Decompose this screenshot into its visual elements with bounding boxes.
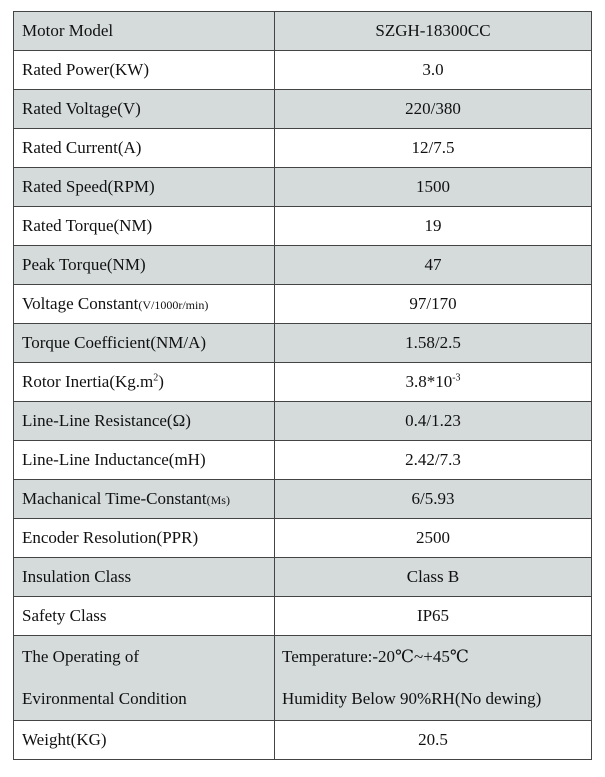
value-text: SZGH-18300CC [375,21,491,40]
spec-label: Peak Torque(NM) [13,245,275,285]
value-text: 47 [424,255,442,274]
spec-row: Rotor Inertia(Kg.m2) 3.8*10-3 [13,362,592,402]
spec-value: Class B [274,557,592,597]
label-unit: (Ms) [206,493,230,507]
spec-value: IP65 [274,596,592,636]
temperature-text: Temperature:-20℃~+45℃ [282,647,469,666]
spec-value: 220/380 [274,89,592,129]
spec-value: 1.58/2.5 [274,323,592,363]
spec-row: Rated Current(A) 12/7.5 [13,128,592,168]
spec-row: Line-Line Resistance(Ω) 0.4/1.23 [13,401,592,441]
value-text: 2.42/7.3 [405,450,461,469]
spec-label: Machanical Time-Constant(Ms) [13,479,275,519]
value-superscript: -3 [452,372,461,384]
value-text: 3.0 [422,60,444,79]
value-text: 1500 [416,177,450,196]
spec-row: Motor Model SZGH-18300CC [13,11,592,51]
weight-row: Weight(KG) 20.5 [13,720,592,760]
spec-value: SZGH-18300CC [274,11,592,51]
label-line: The Operating of [22,647,140,666]
value-text: IP65 [416,606,450,625]
value-text: Class B [406,567,460,586]
spec-value: 12/7.5 [274,128,592,168]
spec-row: Insulation Class Class B [13,557,592,597]
humidity-text: Humidity Below 90%RH(No dewing) [282,689,542,708]
label-text: Rated Speed(RPM) [22,177,155,196]
label-text: Rated Current(A) [22,138,142,157]
environment-row: The Operating of Evironmental Condition Te… [13,635,592,721]
spec-label: Weight(KG) [13,720,275,760]
spec-value: 97/170 [274,284,592,324]
spec-row: Peak Torque(NM) 47 [13,245,592,285]
spec-label: Rated Power(KW) [13,50,275,90]
value-text: 97/170 [409,294,457,313]
spec-label: Rated Speed(RPM) [13,167,275,207]
label-unit: (V/1000r/min) [138,298,209,312]
spec-label: Rated Voltage(V) [13,89,275,129]
spec-value: 20.5 [274,720,592,760]
value-text: 19 [424,216,442,235]
environment-label: The Operating of Evironmental Condition [13,635,275,721]
spec-row: Rated Power(KW) 3.0 [13,50,592,90]
value-text: 6/5.93 [411,489,455,508]
spec-row: Rated Speed(RPM) 1500 [13,167,592,207]
spec-value: 19 [274,206,592,246]
spec-value: 0.4/1.23 [274,401,592,441]
spec-row: Encoder Resolution(PPR) 2500 [13,518,592,558]
spec-label: Encoder Resolution(PPR) [13,518,275,558]
spec-value: 3.8*10-3 [274,362,592,402]
label-text: Insulation Class [22,567,132,586]
label-text: Encoder Resolution(PPR) [22,528,199,547]
spec-label: Motor Model [13,11,275,51]
spec-value: 2500 [274,518,592,558]
motor-spec-table: Motor Model SZGH-18300CC Rated Power(KW) 3.… [13,11,592,760]
label-text: Rated Power(KW) [22,60,149,79]
label-text: Voltage Constant [22,294,139,313]
spec-label: Torque Coefficient(NM/A) [13,323,275,363]
spec-value: 6/5.93 [274,479,592,519]
label-text: Safety Class [22,606,107,625]
spec-label: Line-Line Resistance(Ω) [13,401,275,441]
value-text: 3.8*10 [405,372,453,391]
spec-row: Voltage Constant(V/1000r/min) 97/170 [13,284,592,324]
spec-label: Rated Current(A) [13,128,275,168]
spec-label: Rated Torque(NM) [13,206,275,246]
value-text: 12/7.5 [411,138,455,157]
label-text: Line-Line Inductance(mH) [22,450,206,469]
spec-row: Machanical Time-Constant(Ms) 6/5.93 [13,479,592,519]
spec-label: Line-Line Inductance(mH) [13,440,275,480]
label-text: Rotor Inertia(Kg.m [22,372,154,391]
label-text: Torque Coefficient(NM/A) [22,333,207,352]
spec-row: Line-Line Inductance(mH) 2.42/7.3 [13,440,592,480]
spec-row: Torque Coefficient(NM/A) 1.58/2.5 [13,323,592,363]
spec-row: Safety Class IP65 [13,596,592,636]
label-text: Machanical Time-Constant [22,489,207,508]
spec-label: Safety Class [13,596,275,636]
label-superscript: 2 [153,372,159,384]
value-text: 0.4/1.23 [405,411,461,430]
spec-label: Rotor Inertia(Kg.m2) [13,362,275,402]
label-line: Evironmental Condition [22,689,187,708]
spec-value: 3.0 [274,50,592,90]
label-end: ) [158,372,164,391]
environment-value: Temperature:-20℃~+45℃ Humidity Below 90%R… [274,635,592,721]
value-text: 220/380 [405,99,461,118]
spec-value: 1500 [274,167,592,207]
label-text: Rated Voltage(V) [22,99,141,118]
spec-label: Voltage Constant(V/1000r/min) [13,284,275,324]
label-text: Motor Model [22,21,114,40]
spec-row: Rated Voltage(V) 220/380 [13,89,592,129]
spec-row: Rated Torque(NM) 19 [13,206,592,246]
spec-value: 2.42/7.3 [274,440,592,480]
label-text: Rated Torque(NM) [22,216,153,235]
value-text: 2500 [416,528,450,547]
label-text: Line-Line Resistance(Ω) [22,411,191,430]
spec-label: Insulation Class [13,557,275,597]
value-text: 1.58/2.5 [405,333,461,352]
label-text: Peak Torque(NM) [22,255,146,274]
spec-value: 47 [274,245,592,285]
